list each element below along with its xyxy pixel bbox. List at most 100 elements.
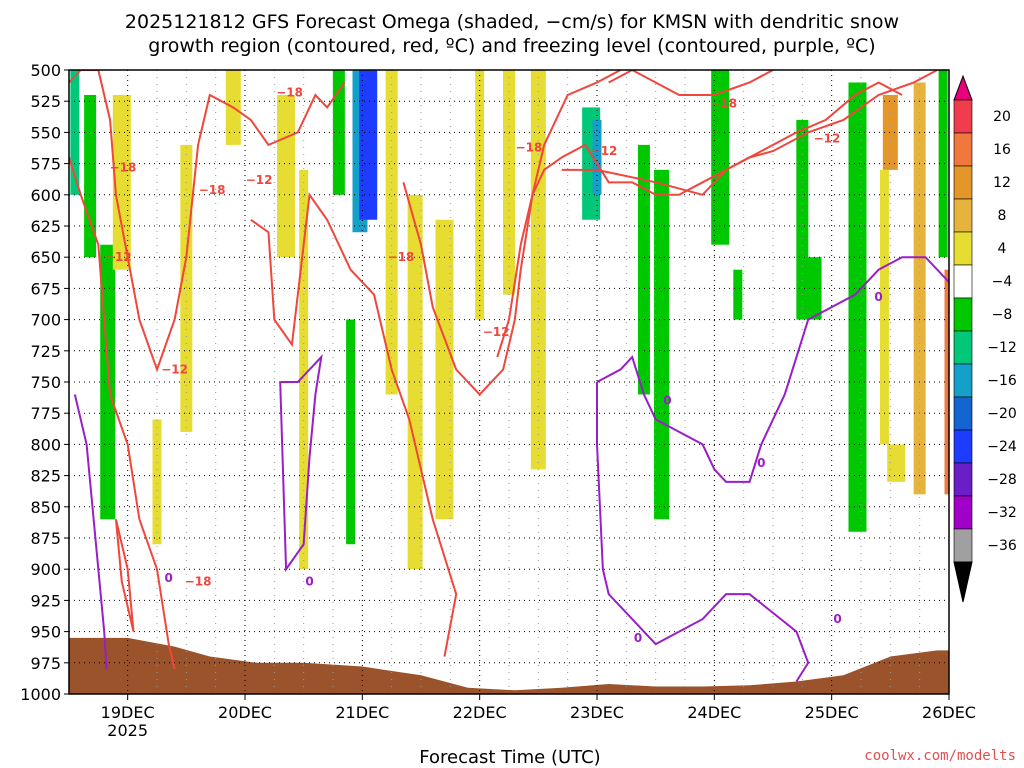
- contour-label-red: −12: [246, 173, 273, 187]
- colorbar-swatch: [953, 297, 973, 332]
- y-tick-label: 500: [30, 61, 61, 80]
- colorbar-label: 8: [998, 208, 1007, 224]
- freezing-contour-line: [596, 256, 949, 483]
- y-tick-label: 750: [30, 373, 61, 392]
- x-tick-label: 24DEC: [687, 703, 741, 722]
- freezing-contour-line: [73, 394, 108, 670]
- omega-cell: [733, 269, 743, 320]
- contour-label-purple: 0: [757, 456, 765, 470]
- colorbar-top-arrow: [953, 74, 973, 101]
- dendritic-contour-line: [561, 70, 938, 196]
- omega-cell: [407, 194, 423, 570]
- contour-label-purple: 0: [833, 612, 841, 626]
- dendritic-contour-line: [608, 70, 774, 96]
- dendritic-contours: [69, 70, 938, 670]
- colorbar-label: 20: [993, 109, 1011, 125]
- colorbar-label: −24: [987, 439, 1017, 455]
- y-tick-label: 950: [30, 623, 61, 642]
- colorbar-swatch: [953, 495, 973, 530]
- dendritic-contour-line: [250, 192, 458, 657]
- y-tick-label: 825: [30, 467, 61, 486]
- y-tick-label: 775: [30, 404, 61, 423]
- x-tick-label: 25DEC: [805, 703, 859, 722]
- omega-cell: [385, 70, 398, 395]
- chart-title-line-1: 2025121812 GFS Forecast Omega (shaded, −…: [125, 11, 899, 33]
- colorbar-swatch: [953, 264, 973, 299]
- omega-cell: [332, 70, 345, 195]
- colorbar-label: 4: [998, 241, 1007, 257]
- omega-cell: [944, 269, 949, 495]
- colorbar-label: −32: [987, 505, 1017, 521]
- contour-label-red: −18: [710, 97, 737, 111]
- colorbar-swatch: [953, 198, 973, 233]
- colorbar-label: −20: [987, 406, 1017, 422]
- x-tick-label: 20DEC: [218, 703, 272, 722]
- contour-label-red: −12: [161, 363, 188, 377]
- contour-label-purple: 0: [874, 290, 882, 304]
- contour-label-red: −18: [516, 140, 543, 154]
- y-axis: 500 525 550 575 600 625 650 675 700 725 750 775 800 8…: [20, 61, 69, 704]
- omega-cell: [711, 70, 730, 245]
- x-axis-label: Forecast Time (UTC): [419, 747, 600, 768]
- colorbar-swatch: [953, 462, 973, 497]
- contour-label-red: −18: [199, 183, 226, 197]
- freezing-contour-line: [596, 382, 810, 683]
- contour-label-purple: 0: [165, 571, 173, 585]
- y-tick-label: 625: [30, 217, 61, 236]
- omega-cell: [346, 319, 356, 545]
- colorbar-bottom-arrow: [953, 561, 973, 603]
- omega-cell: [654, 169, 670, 520]
- colorbar-label: −4: [992, 274, 1013, 290]
- y-tick-label: 650: [30, 248, 61, 267]
- colorbar: 20 16 12 8 4 −4 −8 −12 −16 −20 −24 −28 −32 −36: [953, 74, 1017, 603]
- colorbar-swatch: [953, 363, 973, 398]
- contour-label-red: −18: [388, 250, 415, 264]
- omega-cell: [530, 70, 546, 470]
- x-tick-label: 26DEC: [922, 703, 976, 722]
- colorbar-swatch: [953, 429, 973, 464]
- x-tick-label: 21DEC: [335, 703, 389, 722]
- omega-cell: [882, 94, 898, 170]
- omega-cell: [152, 419, 162, 545]
- y-tick-label: 875: [30, 529, 61, 548]
- dendritic-contour-line: [69, 157, 176, 670]
- colorbar-swatch: [953, 231, 973, 266]
- y-tick-label: 575: [30, 155, 61, 174]
- contour-label-purple: 0: [305, 575, 313, 589]
- plot-area: −18 −18 −18 −12 −12 −18 −12 −18 −12 −18 −12 −18 −12 0…: [20, 61, 976, 740]
- chart-title-line-2: growth region (contoured, red, ºC) and f…: [148, 35, 875, 57]
- colorbar-label: 12: [993, 175, 1011, 191]
- omega-cell: [887, 444, 906, 482]
- omega-cell: [359, 70, 378, 220]
- contour-label-purple: 0: [634, 631, 642, 645]
- colorbar-swatch: [953, 132, 973, 167]
- credit-text: coolwx.com/modelts: [864, 748, 1016, 764]
- y-tick-label: 1000: [20, 685, 61, 704]
- omega-cell: [299, 169, 309, 570]
- omega-cell: [879, 169, 889, 445]
- dendritic-contour-line: [69, 70, 346, 373]
- y-tick-label: 925: [30, 591, 61, 610]
- omega-cell: [637, 144, 650, 395]
- y-tick-label: 700: [30, 311, 61, 330]
- contour-label-red: −12: [591, 144, 618, 158]
- y-tick-label: 550: [30, 123, 61, 142]
- colorbar-label: −36: [987, 538, 1017, 554]
- x-tick-label: 23DEC: [570, 703, 624, 722]
- omega-cell: [180, 144, 193, 432]
- y-tick-label: 600: [30, 186, 61, 205]
- omega-cell: [592, 119, 602, 195]
- dendritic-contour-line: [114, 519, 135, 632]
- y-tick-label: 975: [30, 654, 61, 673]
- omega-cell: [277, 94, 296, 258]
- y-tick-label: 800: [30, 435, 61, 454]
- x-tick-label: 22DEC: [453, 703, 507, 722]
- x-tick-sublabel: 2025: [107, 721, 148, 740]
- colorbar-swatch: [953, 396, 973, 431]
- colorbar-swatch: [953, 528, 973, 563]
- contour-label-red: −18: [276, 85, 303, 99]
- colorbar-swatch: [953, 99, 973, 134]
- dendritic-contour-line: [496, 81, 903, 358]
